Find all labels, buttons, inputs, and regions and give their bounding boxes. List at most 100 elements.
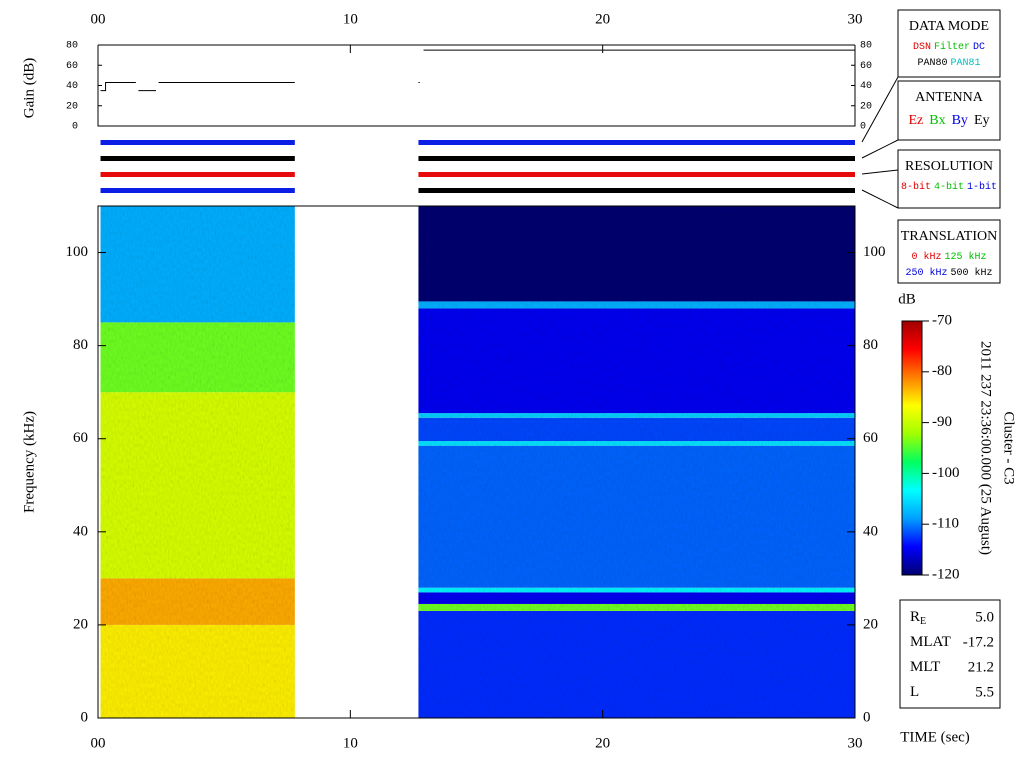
y-tick-label: 60 (863, 430, 878, 446)
mode-bar (100, 172, 295, 177)
legend-item: 0 kHz (911, 251, 941, 263)
noise-texture (418, 206, 855, 718)
info-box (899, 599, 1001, 709)
x-tick-label: 00 (91, 735, 106, 751)
colorbar-tick-label: -110 (932, 516, 959, 532)
legend-row: Ez Bx By Ey (908, 113, 989, 128)
legend-title: RESOLUTION (905, 159, 993, 174)
legend-row: 250 kHz 500 kHz (905, 267, 992, 279)
y-tick-label: 20 (73, 616, 88, 632)
colorbar (901, 320, 923, 576)
y-tick-label: 100 (66, 244, 89, 260)
info-label-main: MLT (910, 659, 940, 675)
legend-item: DC (973, 42, 985, 53)
info-value: 5.5 (975, 684, 994, 700)
connector (861, 139, 899, 159)
colorbar-tick-label: -80 (932, 363, 952, 379)
connector (861, 189, 899, 209)
connector (861, 169, 899, 175)
gain-tick-label: 80 (860, 41, 872, 52)
gain-tick-label: 0 (860, 122, 866, 133)
info-value: -17.2 (963, 634, 994, 650)
colorbar-tick-label: -120 (932, 566, 960, 582)
info-label-main: MLAT (910, 634, 951, 650)
x-axis-label: TIME (sec) (900, 729, 970, 745)
colorbar-tick-label: -90 (932, 414, 952, 430)
legend-title: DATA MODE (909, 19, 989, 34)
y-tick-label: 80 (863, 337, 878, 353)
legend-item: 8-bit (901, 181, 931, 193)
x-tick-label: 10 (343, 735, 358, 751)
legend-box (897, 80, 1001, 141)
noise-texture (100, 206, 295, 718)
side-text: 2011 237 23:36:00.000 (25 August) (978, 341, 994, 555)
legend-item: Bx (929, 113, 945, 128)
x-tick-label: 00 (91, 11, 106, 27)
info-value: 21.2 (968, 659, 994, 675)
mode-bar (100, 156, 295, 161)
legend-item: 500 kHz (951, 267, 993, 279)
gain-tick-label: 80 (66, 41, 78, 52)
colorbar-tick-label: -100 (932, 465, 960, 481)
y-axis-label: Frequency (kHz) (21, 411, 37, 513)
legend-item: Filter (934, 41, 970, 53)
x-tick-label: 20 (595, 735, 610, 751)
x-tick-label: 10 (343, 11, 358, 27)
gain-line (100, 49, 855, 92)
legend-row: DSN Filter DC (913, 41, 985, 53)
gain-frame (97, 45, 856, 127)
gain-tick-label: 40 (860, 81, 872, 92)
mode-bar (100, 140, 295, 145)
legend-item: PAN80 (917, 58, 947, 69)
info-label-main: L (910, 684, 919, 700)
legend-item: PAN81 (951, 58, 981, 69)
legend-item: By (952, 113, 968, 128)
connector (861, 76, 899, 143)
legend-item: 125 kHz (945, 251, 987, 263)
legend-box (897, 149, 1001, 209)
info-label: MLT (910, 659, 940, 675)
gain-tick-label: 40 (66, 81, 78, 92)
legend-item: 250 kHz (905, 267, 947, 279)
y-tick-label: 100 (863, 244, 886, 260)
mode-bar (418, 140, 855, 145)
gain-tick-label: 0 (72, 122, 78, 133)
info-label: MLAT (910, 634, 951, 650)
info-label-main: R (910, 609, 920, 625)
connectors (861, 76, 899, 209)
y-tick-label: 0 (81, 709, 89, 725)
y-tick-label: 40 (73, 523, 88, 539)
legend-row: PAN80 PAN81 (917, 58, 980, 69)
y-tick-label: 40 (863, 523, 878, 539)
gain-axis-label: Gain (dB) (21, 58, 37, 118)
legend-title: TRANSLATION (901, 229, 997, 244)
gain-tick-label: 20 (66, 101, 78, 112)
gain-tick-label: 20 (860, 101, 872, 112)
legend-item: 4-bit (934, 181, 964, 193)
x-tick-label: 30 (848, 735, 863, 751)
x-tick-label: 30 (848, 11, 863, 27)
legend-item: Ey (974, 113, 990, 128)
legend-title: ANTENNA (915, 90, 984, 105)
info-label-sub: E (920, 616, 926, 627)
y-tick-label: 80 (73, 337, 88, 353)
mode-bar (418, 188, 855, 193)
legend-item: 1-bit (967, 181, 997, 193)
gain-tick-label: 60 (860, 61, 872, 72)
y-tick-label: 20 (863, 616, 878, 632)
legend-row: 8-bit 4-bit 1-bit (901, 181, 997, 193)
legend-box (897, 219, 1001, 284)
gain-tick-label: 60 (66, 61, 78, 72)
plot-frame (97, 205, 856, 719)
x-tick-label: 20 (595, 11, 610, 27)
colorbar-label: dB (898, 291, 916, 307)
info-value: 5.0 (975, 609, 994, 625)
y-tick-label: 0 (863, 709, 871, 725)
legend-box (897, 9, 1001, 78)
mode-bar (418, 156, 855, 161)
side-text: Cluster - C3 (1001, 411, 1017, 484)
info-label: RE (910, 609, 926, 627)
mode-bar (418, 172, 855, 177)
legend-item: DSN (913, 42, 931, 53)
y-tick-label: 60 (73, 430, 88, 446)
